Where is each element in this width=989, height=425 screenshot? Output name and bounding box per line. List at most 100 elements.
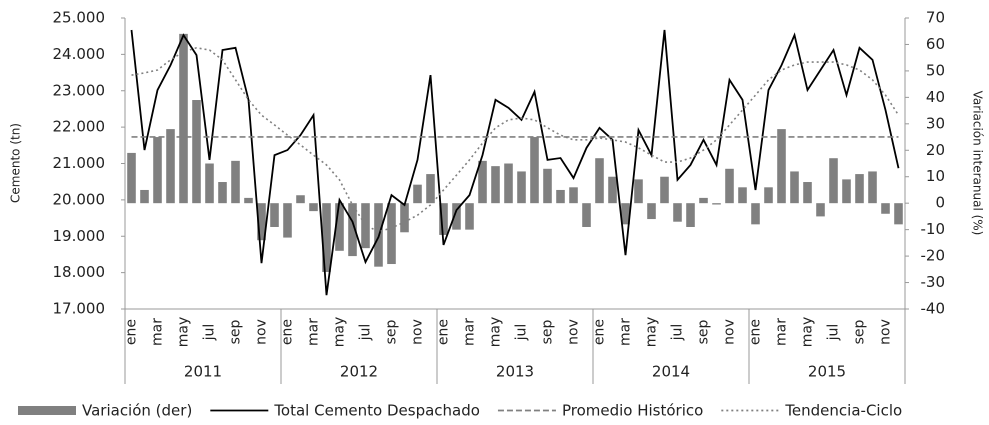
- x-tick-label: jul: [358, 324, 374, 342]
- x-tick-label: jul: [826, 324, 842, 342]
- y2-tick-label: -20: [921, 247, 946, 265]
- x-tick-label: mar: [774, 318, 790, 346]
- bar: [660, 176, 669, 204]
- bar: [179, 33, 188, 204]
- x-tick-label: mar: [618, 318, 634, 346]
- x-tick-label: nov: [566, 319, 582, 345]
- bar: [751, 203, 760, 225]
- bar: [881, 203, 890, 214]
- y-tick-label: 20.000: [53, 190, 106, 208]
- bar: [829, 158, 838, 204]
- x-tick-label: ene: [436, 319, 452, 345]
- bar: [127, 152, 136, 204]
- legend-label: Total Cemento Despachado: [273, 402, 480, 420]
- line: [131, 47, 900, 233]
- x-tick-label: sep: [696, 319, 712, 344]
- y2-tick-label: -30: [921, 273, 946, 291]
- bar: [439, 203, 448, 235]
- group-label: 2015: [808, 363, 846, 381]
- bar: [283, 203, 292, 238]
- y2-axis-title: Variación interanual (%): [971, 91, 985, 236]
- legend-swatch: [18, 406, 76, 415]
- y-tick-label: 25.000: [53, 9, 106, 27]
- bar: [140, 189, 149, 204]
- bar: [244, 197, 253, 204]
- bar: [816, 203, 825, 217]
- bar: [413, 184, 422, 204]
- bar: [634, 179, 643, 204]
- y2-tick-label: 20: [926, 141, 945, 159]
- y2-tick-label: -40: [921, 300, 946, 318]
- y2-tick-label: 10: [926, 167, 945, 185]
- x-tick-label: ene: [124, 319, 140, 345]
- bar: [192, 100, 201, 204]
- bar: [348, 203, 357, 257]
- y-tick-label: 19.000: [53, 227, 106, 245]
- x-tick-label: ene: [592, 319, 608, 345]
- bar: [777, 129, 786, 204]
- bar: [868, 171, 877, 204]
- bar: [556, 189, 565, 204]
- y2-tick-label: 50: [926, 61, 945, 79]
- bar: [296, 195, 305, 204]
- bar: [426, 174, 435, 204]
- bar: [218, 182, 227, 204]
- bar: [400, 203, 409, 233]
- bar: [335, 203, 344, 251]
- x-tick-label: jul: [670, 324, 686, 342]
- x-tick-label: mar: [150, 318, 166, 346]
- y2-tick-label: -10: [921, 220, 946, 238]
- x-tick-label: sep: [540, 319, 556, 344]
- bar: [686, 203, 695, 227]
- bar: [855, 174, 864, 204]
- group-label: 2013: [496, 363, 534, 381]
- x-tick-label: mar: [462, 318, 478, 346]
- bar: [894, 203, 903, 225]
- bar: [166, 129, 175, 204]
- bar: [257, 203, 266, 241]
- x-tick-label: jul: [514, 324, 530, 342]
- bar: [582, 203, 591, 227]
- line: [130, 29, 900, 296]
- x-tick-label: nov: [878, 319, 894, 345]
- y-axis-title: Cemento (tn): [9, 123, 23, 203]
- bar: [699, 197, 708, 204]
- bar: [543, 168, 552, 204]
- bar: [621, 203, 630, 225]
- bar: [153, 137, 162, 204]
- bar: [790, 171, 799, 204]
- group-label: 2011: [184, 363, 222, 381]
- y-tick-label: 21.000: [53, 154, 106, 172]
- y2-tick-label: 30: [926, 114, 945, 132]
- bar: [270, 203, 279, 227]
- y2-tick-label: 70: [926, 9, 945, 27]
- x-tick-label: sep: [228, 319, 244, 344]
- bar: [738, 187, 747, 204]
- x-tick-label: may: [176, 317, 192, 348]
- x-tick-label: sep: [852, 319, 868, 344]
- bar: [569, 187, 578, 204]
- y2-tick-label: 60: [926, 35, 945, 53]
- x-tick-label: jul: [202, 324, 218, 342]
- bar: [452, 203, 461, 230]
- y-tick-label: 24.000: [53, 45, 106, 63]
- bar: [673, 203, 682, 222]
- y-tick-label: 22.000: [53, 118, 106, 136]
- legend-label: Variación (der): [82, 402, 192, 420]
- y2-tick-label: 40: [926, 88, 945, 106]
- y-tick-label: 17.000: [53, 300, 106, 318]
- x-tick-label: ene: [748, 319, 764, 345]
- bar: [465, 203, 474, 230]
- x-tick-label: mar: [306, 318, 322, 346]
- legend-label: Promedio Histórico: [562, 402, 703, 420]
- x-tick-label: nov: [410, 319, 426, 345]
- group-label: 2014: [652, 363, 690, 381]
- bar: [322, 203, 331, 272]
- bar: [205, 163, 214, 204]
- x-tick-label: nov: [722, 319, 738, 345]
- y-tick-label: 23.000: [53, 81, 106, 99]
- bar: [712, 203, 721, 205]
- y-tick-label: 18.000: [53, 263, 106, 281]
- y2-tick-label: 0: [935, 194, 945, 212]
